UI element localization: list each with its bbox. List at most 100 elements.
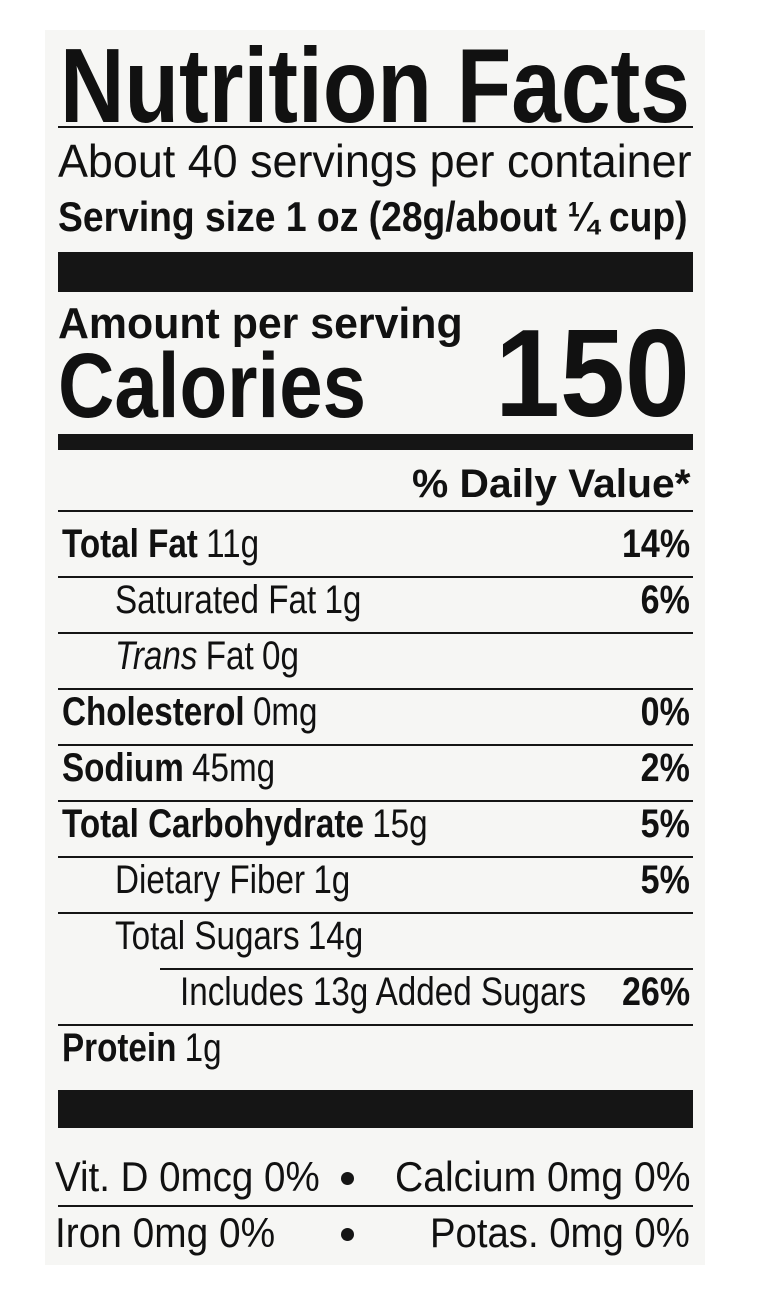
daily-value-inner: 6% <box>641 580 690 620</box>
thin-rule <box>58 510 693 512</box>
nutrient-amount: 1g <box>184 1026 222 1070</box>
nutrient-name: Includes 13g Added Sugars <box>180 970 587 1014</box>
nutrient-row-inner: Includes 13g Added Sugars <box>180 972 586 1012</box>
nutrient-row-inner: Total Carbohydrate 15g <box>62 804 428 844</box>
nutrient-name: Total Sugars <box>115 914 300 958</box>
daily-value-text: 6% <box>640 578 690 622</box>
nutrient-name: Total Carbohydrate <box>62 802 364 846</box>
nutrient-row-inner: Trans Fat 0g <box>115 636 299 676</box>
servings: About 40 servings per container <box>58 138 708 184</box>
vitamin-inner: Iron 0mg 0% <box>55 1212 275 1254</box>
nutrient-row-inner: Dietary Fiber 1g <box>115 860 350 900</box>
thin-rule <box>58 126 693 128</box>
daily-value-inner: 26% <box>622 972 690 1012</box>
vitamin: Vit. D 0mcg 0% <box>55 1156 344 1198</box>
row-rule <box>58 1024 693 1026</box>
row-rule <box>58 688 693 690</box>
calories-value-inner: 150 <box>495 312 690 436</box>
daily-value: 5% <box>632 860 690 900</box>
bullet <box>341 1172 354 1185</box>
vitamin: Potas. 0mg 0% <box>405 1212 690 1254</box>
nutrient-row-inner: Total Fat 11g <box>62 524 259 564</box>
nutrient-row: Saturated Fat 1g <box>115 580 412 620</box>
medium-bar <box>58 434 693 450</box>
thick-bar <box>58 1090 693 1128</box>
calories-value: 150 <box>483 312 690 436</box>
nutrient-row: Cholesterol 0mg <box>62 692 370 732</box>
daily-value-header-inner: % Daily Value* <box>412 464 690 504</box>
nutrient-amount: 11g <box>206 522 260 566</box>
nutrient-amount: 15g <box>372 802 428 846</box>
thin-rule <box>58 1205 693 1207</box>
daily-value-text: 2% <box>640 746 690 790</box>
daily-value-inner: 5% <box>641 860 690 900</box>
row-rule <box>58 856 693 858</box>
daily-value-inner: 5% <box>641 804 690 844</box>
nutrient-name-italic: Trans <box>115 634 198 678</box>
daily-value-inner: 14% <box>622 524 690 564</box>
vitamin-text: Potas. 0mg 0% <box>430 1209 690 1256</box>
vitamin-inner: Vit. D 0mcg 0% <box>55 1156 320 1198</box>
nutrient-row-inner: Protein 1g <box>62 1028 222 1068</box>
row-rule <box>58 800 693 802</box>
daily-value-text: 14% <box>621 522 690 566</box>
row-rule <box>58 576 693 578</box>
servings-inner: About 40 servings per container <box>58 138 692 184</box>
calories-value-text: 150 <box>495 305 690 443</box>
nutrient-row: Includes 13g Added Sugars <box>180 972 669 1012</box>
serving-size: Serving size 1 oz (28g/about ¼ cup) <box>58 196 768 238</box>
nutrient-name: Saturated Fat <box>115 578 317 622</box>
row-rule <box>160 968 693 970</box>
nutrient-row: Total Carbohydrate 15g <box>62 804 503 844</box>
nutrient-amount: 1g <box>313 858 351 902</box>
nutrient-row: Total Sugars 14g <box>115 916 414 956</box>
vitamin: Calcium 0mg 0% <box>373 1156 690 1198</box>
amount-per-serving-inner: Amount per serving <box>58 302 463 346</box>
serving-size-text: Serving size 1 oz (28g/about ¼ cup) <box>58 193 688 240</box>
bullet <box>341 1228 354 1241</box>
nutrient-row: Sodium 45mg <box>62 748 319 788</box>
vitamin: Iron 0mg 0% <box>55 1212 293 1254</box>
vitamin-text: Calcium 0mg 0% <box>394 1153 690 1200</box>
vitamin-inner: Potas. 0mg 0% <box>430 1212 690 1254</box>
nutrient-row-inner: Saturated Fat 1g <box>115 580 361 620</box>
daily-value: 6% <box>632 580 690 620</box>
calories-label-text: Calories <box>58 335 367 437</box>
nutrient-name: Fat <box>205 634 254 678</box>
daily-value-header: % Daily Value* <box>412 464 690 504</box>
daily-value-text: 5% <box>640 802 690 846</box>
nutrient-name: Cholesterol <box>62 690 245 734</box>
vitamin-text: Vit. D 0mcg 0% <box>55 1153 320 1200</box>
daily-value: 14% <box>610 524 690 564</box>
daily-value: 26% <box>610 972 690 1012</box>
daily-value-text: 26% <box>621 970 690 1014</box>
nutrient-name: Total Fat <box>62 522 198 566</box>
nutrient-row-inner: Total Sugars 14g <box>115 916 363 956</box>
nutrient-amount: 14g <box>307 914 364 958</box>
row-rule <box>58 632 693 634</box>
title-inner: Nutrition Facts <box>60 33 690 139</box>
nutrient-row: Total Fat 11g <box>62 524 299 564</box>
nutrient-name: Protein <box>62 1026 177 1070</box>
nutrient-amount: 1g <box>324 578 362 622</box>
daily-value-text: 0% <box>640 690 690 734</box>
daily-value: 0% <box>632 692 690 732</box>
calories-label-inner: Calories <box>58 340 366 432</box>
nutrient-row: Protein 1g <box>62 1028 254 1068</box>
row-rule <box>58 744 693 746</box>
daily-value-inner: 2% <box>641 748 690 788</box>
nutrient-row: Trans Fat 0g <box>115 636 337 676</box>
thick-bar <box>58 252 693 292</box>
nutrient-name: Sodium <box>62 746 184 790</box>
daily-value-text: 5% <box>640 858 690 902</box>
vitamin-text: Iron 0mg 0% <box>55 1209 276 1256</box>
nutrient-row: Dietary Fiber 1g <box>115 860 398 900</box>
amount-per-serving-text: Amount per serving <box>58 299 463 348</box>
serving-size-inner: Serving size 1 oz (28g/about ¼ cup) <box>58 196 688 238</box>
title-text: Nutrition Facts <box>60 27 690 145</box>
nutrition-panel <box>45 30 705 1265</box>
calories-label: Calories <box>58 340 421 432</box>
vitamin-inner: Calcium 0mg 0% <box>395 1156 690 1198</box>
nutrient-row-inner: Sodium 45mg <box>62 748 275 788</box>
